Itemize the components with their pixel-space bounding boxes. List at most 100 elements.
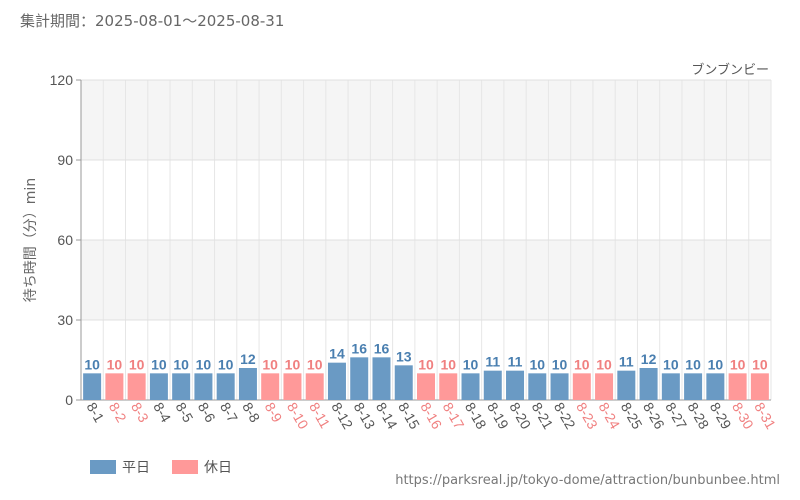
x-tick-label: 8-6 (195, 400, 219, 426)
y-tick-label: 90 (57, 152, 73, 168)
period-range: 2025-08-01～2025-08-31 (95, 12, 285, 30)
source-url: https://parksreal.jp/tokyo-dome/attracti… (395, 473, 780, 488)
bar-8-5 (172, 373, 191, 400)
legend-swatch-weekday (90, 460, 116, 474)
bar-8-8 (238, 368, 257, 400)
bar-8-13 (350, 357, 369, 400)
x-tick-label: 8-5 (173, 400, 197, 426)
legend-item-holiday[interactable]: 休日 (172, 457, 232, 477)
bar-8-30 (728, 373, 747, 400)
bar-value-label: 11 (508, 354, 523, 370)
bar-8-29 (706, 373, 725, 400)
x-tick-label: 8-25 (618, 400, 646, 432)
bar-value-label: 10 (173, 356, 189, 372)
bar-value-label: 10 (463, 356, 479, 372)
plot-band (81, 240, 771, 320)
bar-8-16 (417, 373, 435, 400)
bar-value-label: 12 (240, 351, 256, 367)
x-tick-label: 8-29 (707, 400, 735, 432)
bar-value-label: 10 (752, 356, 768, 372)
bar-value-label: 10 (574, 356, 590, 372)
bar-value-label: 16 (374, 340, 390, 356)
bar-value-label: 10 (262, 356, 278, 372)
bar-value-label: 10 (440, 356, 456, 372)
bar-value-label: 13 (396, 348, 412, 364)
chart-title: ブンブンビー (691, 62, 769, 78)
legend: 平日 休日 (90, 457, 232, 477)
bar-8-28 (684, 373, 703, 400)
plot-band (81, 80, 771, 160)
bar-value-label: 11 (485, 354, 500, 370)
x-tick-label: 8-21 (529, 400, 557, 432)
bar-8-7 (216, 373, 235, 400)
x-tick-label: 8-8 (239, 400, 263, 426)
period-prefix: 集計期間： (20, 12, 96, 30)
period-label: 集計期間：2025-08-01～2025-08-31 (20, 10, 284, 31)
bar-value-label: 16 (351, 340, 367, 356)
bar-8-24 (595, 373, 614, 400)
bar-8-27 (661, 373, 680, 400)
x-tick-label: 8-22 (551, 400, 579, 432)
bar-8-20 (506, 370, 525, 400)
x-tick-label: 8-18 (462, 400, 490, 432)
x-tick-label: 8-31 (751, 400, 779, 432)
bar-8-6 (194, 373, 213, 400)
x-tick-label: 8-7 (217, 400, 241, 426)
bar-8-12 (327, 362, 346, 400)
x-tick-label: 8-26 (640, 400, 668, 432)
bar-value-label: 10 (663, 356, 679, 372)
legend-label-weekday: 平日 (122, 460, 150, 476)
bar-8-23 (572, 373, 591, 400)
bar-8-11 (305, 373, 324, 400)
y-axis-label: 待ち時間（分）min (23, 178, 39, 302)
bar-8-19 (483, 370, 502, 400)
y-tick-label: 120 (50, 72, 74, 88)
bar-value-label: 10 (685, 356, 701, 372)
x-tick-label: 8-30 (729, 400, 757, 432)
legend-item-weekday[interactable]: 平日 (90, 457, 150, 477)
bar-8-18 (461, 373, 480, 400)
x-tick-label: 8-15 (395, 400, 423, 432)
x-tick-label: 8-19 (484, 400, 512, 432)
x-tick-label: 8-12 (328, 400, 356, 432)
bar-value-label: 10 (151, 356, 167, 372)
x-tick-label: 8-11 (306, 400, 333, 432)
bar-8-21 (528, 373, 547, 400)
bar-value-label: 10 (530, 356, 546, 372)
bar-8-2 (105, 373, 124, 400)
bar-value-label: 10 (84, 356, 100, 372)
x-tick-label: 8-4 (150, 400, 174, 426)
bar-value-label: 10 (218, 356, 234, 372)
bar-value-label: 11 (619, 354, 634, 370)
bar-value-label: 10 (196, 356, 212, 372)
bar-value-label: 10 (596, 356, 612, 372)
bar-8-4 (149, 373, 168, 400)
y-tick-label: 0 (65, 392, 73, 408)
bar-value-label: 10 (418, 356, 434, 372)
bar-8-17 (439, 373, 458, 400)
bar-value-label: 10 (285, 356, 301, 372)
x-tick-label: 8-20 (506, 400, 534, 432)
bar-8-9 (261, 373, 280, 400)
bar-value-label: 12 (641, 351, 657, 367)
bar-8-15 (394, 365, 413, 400)
bar-8-26 (639, 368, 658, 400)
x-tick-label: 8-3 (128, 400, 152, 426)
bar-value-label: 14 (329, 346, 345, 362)
x-tick-label: 8-9 (262, 400, 286, 426)
bar-8-31 (750, 373, 769, 400)
legend-swatch-holiday (172, 460, 198, 474)
x-tick-label: 8-1 (84, 400, 108, 426)
bar-8-1 (83, 373, 102, 400)
x-tick-label: 8-16 (417, 400, 445, 432)
x-tick-label: 8-28 (684, 400, 712, 432)
y-tick-label: 30 (57, 312, 73, 328)
bar-value-label: 10 (730, 356, 746, 372)
x-tick-label: 8-14 (373, 400, 401, 432)
x-tick-label: 8-2 (106, 400, 130, 426)
x-tick-label: 8-13 (351, 400, 379, 432)
bar-value-label: 10 (307, 356, 323, 372)
bar-value-label: 10 (107, 356, 123, 372)
x-tick-label: 8-17 (440, 400, 468, 432)
